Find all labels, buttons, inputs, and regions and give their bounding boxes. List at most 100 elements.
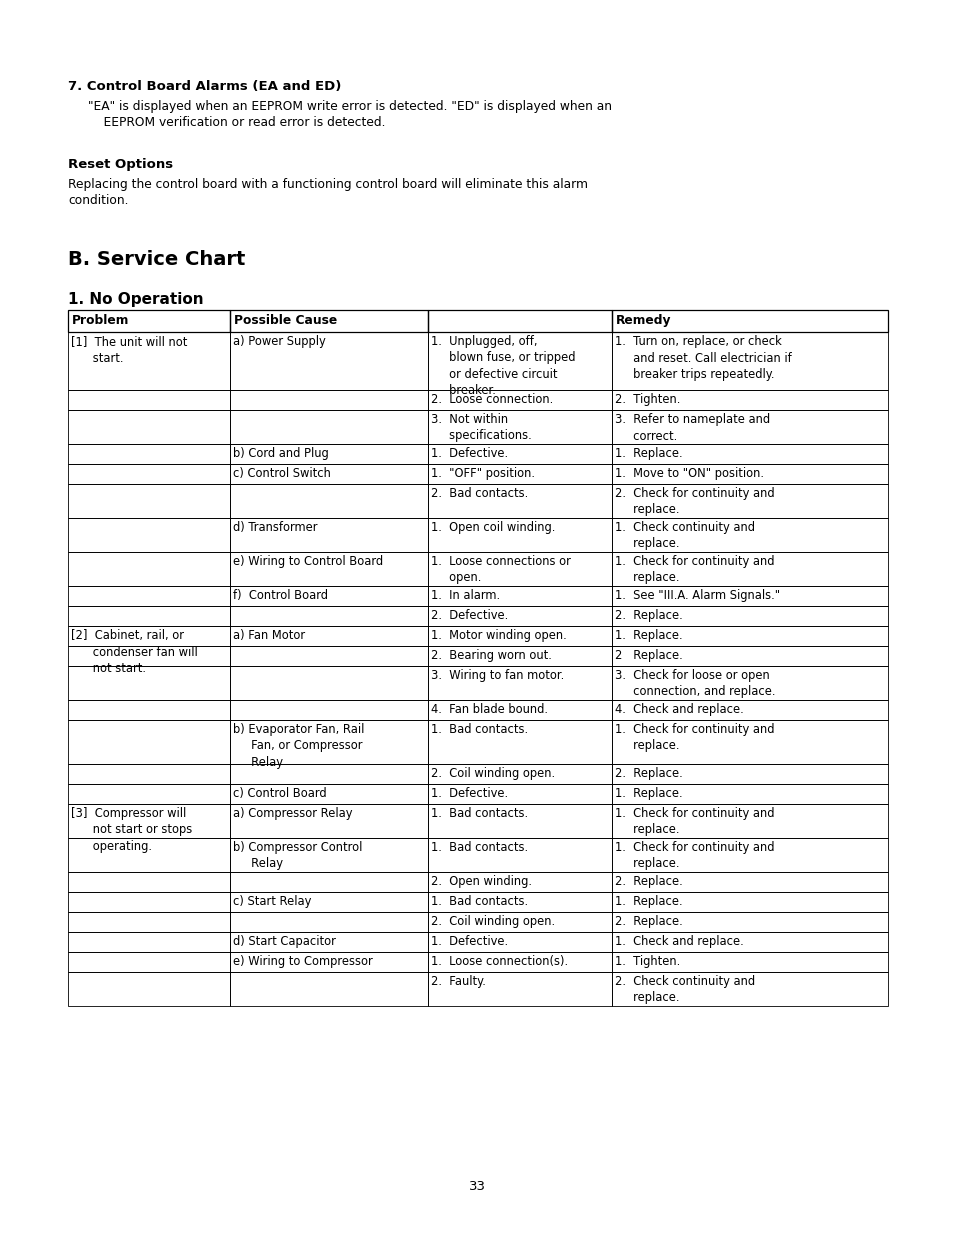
Text: 1.  Bad contacts.: 1. Bad contacts.: [431, 722, 528, 736]
Bar: [612, 310, 887, 332]
Bar: [612, 484, 887, 517]
Text: d) Transformer: d) Transformer: [233, 521, 317, 534]
Bar: [68, 626, 230, 646]
Bar: [428, 972, 612, 1007]
Bar: [68, 839, 230, 872]
Text: 1.  Bad contacts.: 1. Bad contacts.: [431, 841, 528, 853]
Text: 33: 33: [468, 1181, 485, 1193]
Bar: [230, 804, 428, 839]
Text: Reset Options: Reset Options: [68, 158, 172, 170]
Text: Replacing the control board with a functioning control board will eliminate this: Replacing the control board with a funct…: [68, 178, 587, 207]
Bar: [68, 892, 230, 911]
Bar: [428, 585, 612, 606]
Bar: [68, 464, 230, 484]
Bar: [68, 932, 230, 952]
Bar: [428, 839, 612, 872]
Text: 4.  Check and replace.: 4. Check and replace.: [615, 703, 743, 716]
Bar: [230, 700, 428, 720]
Bar: [612, 911, 887, 932]
Text: 2   Replace.: 2 Replace.: [615, 650, 682, 662]
Bar: [428, 517, 612, 552]
Bar: [230, 720, 428, 764]
Bar: [68, 952, 230, 972]
Text: Problem: Problem: [71, 314, 130, 327]
Bar: [230, 445, 428, 464]
Text: 2.  Replace.: 2. Replace.: [615, 915, 682, 927]
Text: a) Compressor Relay: a) Compressor Relay: [233, 806, 352, 820]
Bar: [230, 484, 428, 517]
Text: 2.  Defective.: 2. Defective.: [431, 609, 508, 622]
Bar: [428, 911, 612, 932]
Text: "EA" is displayed when an EEPROM write error is detected. "ED" is displayed when: "EA" is displayed when an EEPROM write e…: [88, 100, 612, 130]
Text: 2.  Replace.: 2. Replace.: [615, 767, 682, 781]
Text: 1.  Move to "ON" position.: 1. Move to "ON" position.: [615, 467, 763, 480]
Text: 2.  Coil winding open.: 2. Coil winding open.: [431, 767, 555, 781]
Bar: [428, 464, 612, 484]
Bar: [612, 606, 887, 626]
Text: a) Power Supply: a) Power Supply: [233, 335, 325, 348]
Bar: [428, 646, 612, 666]
Bar: [68, 804, 230, 839]
Text: 1.  Defective.: 1. Defective.: [431, 935, 508, 948]
Bar: [428, 952, 612, 972]
Bar: [68, 720, 230, 764]
Bar: [68, 606, 230, 626]
Text: 1.  Check for continuity and
     replace.: 1. Check for continuity and replace.: [615, 722, 774, 752]
Bar: [612, 804, 887, 839]
Text: c) Control Board: c) Control Board: [233, 787, 326, 800]
Text: 1.  Loose connection(s).: 1. Loose connection(s).: [431, 955, 568, 968]
Bar: [428, 410, 612, 445]
Bar: [68, 390, 230, 410]
Text: 1.  Turn on, replace, or check
     and reset. Call electrician if
     breaker : 1. Turn on, replace, or check and reset.…: [615, 335, 791, 382]
Text: 1.  Check and replace.: 1. Check and replace.: [615, 935, 743, 948]
Bar: [68, 666, 230, 700]
Text: Possible Cause: Possible Cause: [233, 314, 337, 327]
Bar: [230, 646, 428, 666]
Text: 2.  Coil winding open.: 2. Coil winding open.: [431, 915, 555, 927]
Bar: [68, 517, 230, 552]
Text: 1.  In alarm.: 1. In alarm.: [431, 589, 499, 601]
Bar: [428, 872, 612, 892]
Text: f)  Control Board: f) Control Board: [233, 589, 328, 601]
Text: 1.  Defective.: 1. Defective.: [431, 447, 508, 459]
Text: 3.  Check for loose or open
     connection, and replace.: 3. Check for loose or open connection, a…: [615, 669, 775, 699]
Bar: [612, 666, 887, 700]
Text: 1.  Loose connections or
     open.: 1. Loose connections or open.: [431, 555, 570, 584]
Bar: [230, 839, 428, 872]
Bar: [230, 972, 428, 1007]
Text: 2.  Open winding.: 2. Open winding.: [431, 876, 532, 888]
Text: 3.  Refer to nameplate and
     correct.: 3. Refer to nameplate and correct.: [615, 412, 769, 442]
Text: B. Service Chart: B. Service Chart: [68, 249, 245, 269]
Bar: [230, 410, 428, 445]
Bar: [612, 585, 887, 606]
Text: Remedy: Remedy: [616, 314, 671, 327]
Text: 2.  Replace.: 2. Replace.: [615, 876, 682, 888]
Bar: [428, 626, 612, 646]
Bar: [68, 310, 230, 332]
Bar: [428, 666, 612, 700]
Text: 2.  Bad contacts.: 2. Bad contacts.: [431, 487, 528, 500]
Bar: [428, 484, 612, 517]
Text: 1.  Open coil winding.: 1. Open coil winding.: [431, 521, 555, 534]
Bar: [68, 972, 230, 1007]
Bar: [428, 892, 612, 911]
Text: b) Compressor Control
     Relay: b) Compressor Control Relay: [233, 841, 362, 871]
Text: 2.  Loose connection.: 2. Loose connection.: [431, 393, 553, 406]
Text: 1. No Operation: 1. No Operation: [68, 291, 203, 308]
Bar: [230, 390, 428, 410]
Bar: [428, 764, 612, 784]
Bar: [230, 872, 428, 892]
Text: 1.  See "III.A. Alarm Signals.": 1. See "III.A. Alarm Signals.": [615, 589, 780, 601]
Bar: [68, 764, 230, 784]
Text: 1.  Replace.: 1. Replace.: [615, 447, 682, 459]
Bar: [428, 700, 612, 720]
Bar: [428, 932, 612, 952]
Bar: [230, 784, 428, 804]
Bar: [612, 332, 887, 390]
Text: b) Cord and Plug: b) Cord and Plug: [233, 447, 329, 459]
Bar: [612, 626, 887, 646]
Bar: [612, 972, 887, 1007]
Text: 1.  Motor winding open.: 1. Motor winding open.: [431, 629, 566, 642]
Bar: [68, 646, 230, 666]
Bar: [612, 390, 887, 410]
